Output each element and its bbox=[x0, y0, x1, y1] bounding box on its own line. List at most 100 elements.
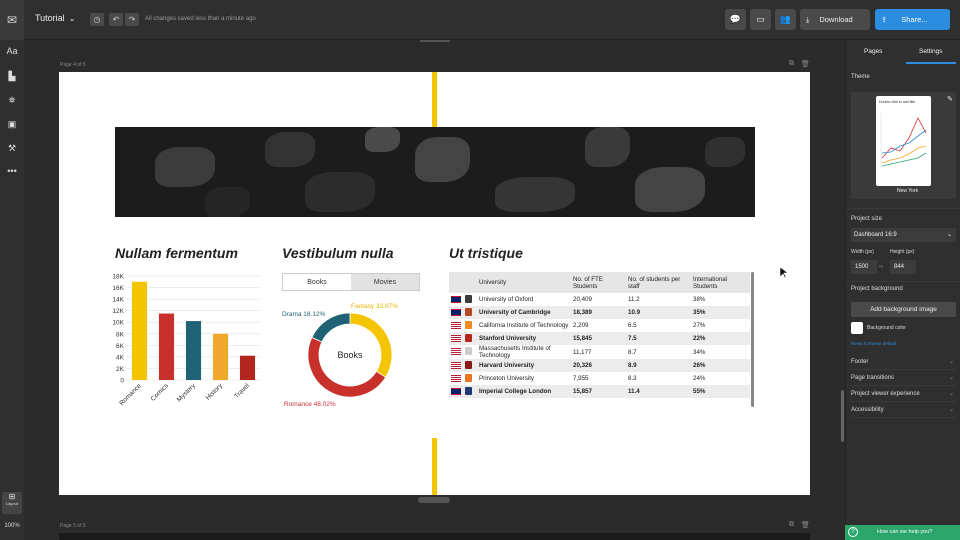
table-heading[interactable]: Ut tristique bbox=[449, 245, 523, 261]
map-tool-icon[interactable]: ⛯ bbox=[8, 95, 16, 105]
project-title-dropdown[interactable]: Tutorial ⌄ bbox=[35, 13, 75, 23]
page-resize-handle[interactable] bbox=[420, 40, 450, 42]
layout-button[interactable]: ⊞ Layout bbox=[2, 492, 22, 514]
cell-name: University of Oxford bbox=[479, 296, 534, 303]
table-row[interactable]: Massachusetts Institute of Technology 11,… bbox=[449, 345, 750, 359]
reset-theme-link[interactable]: Reset to theme default bbox=[851, 341, 897, 346]
row-icons bbox=[449, 345, 477, 359]
university-crest-icon bbox=[465, 347, 472, 355]
chevron-down-icon: ⌄ bbox=[948, 391, 954, 397]
page-bottom-handle[interactable] bbox=[418, 497, 450, 503]
help-button[interactable]: ? How can we help you? bbox=[845, 525, 960, 540]
zoom-level[interactable]: 100% bbox=[4, 523, 20, 529]
us-flag-icon bbox=[451, 361, 461, 369]
comment-icon[interactable]: 💬 bbox=[725, 9, 746, 30]
project-size-select[interactable]: Dashboard 16:9 ⌄ bbox=[851, 228, 956, 242]
university-table[interactable]: University No. of FTE Students No. of st… bbox=[449, 272, 750, 409]
bar-chart-heading[interactable]: Nullam fermentum bbox=[115, 245, 238, 261]
settings-panel: Pages Settings Theme Double-click to add… bbox=[841, 40, 960, 540]
next-slide-page[interactable] bbox=[59, 533, 810, 540]
bar-romance[interactable] bbox=[131, 281, 148, 380]
project-title: Tutorial bbox=[35, 13, 65, 23]
bar-comics[interactable] bbox=[158, 313, 175, 380]
table-row[interactable]: Princeton University 7,955 8.3 24% bbox=[449, 372, 750, 385]
table-row[interactable]: University of Cambridge 18,389 10.9 35% bbox=[449, 306, 750, 319]
tab-movies[interactable]: Movies bbox=[351, 274, 419, 290]
edit-theme-icon[interactable]: ✎ bbox=[947, 96, 953, 103]
bar-chart[interactable]: 0 2K 4K 6K 8K 10K 12K 14K 16K 18K Romance Comics Mys… bbox=[100, 270, 265, 420]
share-button[interactable]: ⇪ Share... bbox=[875, 9, 950, 30]
history-icon[interactable]: ◷ bbox=[90, 13, 104, 26]
undo-icon[interactable]: ↶ bbox=[109, 13, 123, 26]
table-row[interactable]: California Institute of Technology 2,209 6… bbox=[449, 319, 750, 332]
bar-travel[interactable] bbox=[239, 355, 256, 380]
theme-card[interactable]: Double-click to add title New York ✎ bbox=[851, 92, 956, 199]
y-tick-label: 6K bbox=[116, 343, 125, 350]
background-color-swatch[interactable] bbox=[851, 322, 863, 334]
left-toolbar: Aa ▙ ⛯ ▣ ⚒ ••• bbox=[0, 40, 24, 540]
cell-ratio: 8.7 bbox=[628, 348, 637, 356]
col-fte: No. of FTE Students bbox=[571, 272, 626, 293]
slice-fantasy[interactable] bbox=[349, 312, 393, 378]
height-input[interactable]: 844 bbox=[890, 260, 916, 274]
elements-tool-icon[interactable]: ⚒ bbox=[7, 143, 17, 153]
present-icon[interactable]: ▭ bbox=[750, 9, 771, 30]
table-row[interactable]: Harvard University 20,326 8.9 26% bbox=[449, 359, 750, 372]
tab-books[interactable]: Books bbox=[283, 274, 351, 290]
width-label: Width (px) bbox=[851, 249, 874, 255]
bar-mystery[interactable] bbox=[185, 321, 202, 380]
cell-intl: 35% bbox=[691, 306, 750, 319]
section-accessibility[interactable]: Accessibility ⌄ bbox=[851, 403, 956, 418]
page-label: Page 4 of 5 bbox=[60, 62, 86, 68]
slice-drama[interactable] bbox=[311, 312, 351, 343]
cell-fte: 11,177 bbox=[573, 348, 592, 356]
university-crest-icon bbox=[465, 360, 472, 369]
layout-grid-icon: ⊞ bbox=[8, 492, 16, 501]
table-row[interactable]: University of Oxford 20,409 11.2 38% bbox=[449, 293, 750, 306]
uk-flag-icon bbox=[451, 387, 461, 395]
cell-ratio: 6.5 bbox=[628, 322, 637, 329]
more-tools-icon[interactable]: ••• bbox=[7, 166, 17, 176]
chevron-down-icon: ⌄ bbox=[68, 14, 76, 23]
panel-scrollbar[interactable] bbox=[841, 390, 844, 442]
duplicate-page-icon[interactable]: ⧉ bbox=[789, 521, 794, 528]
width-input[interactable]: 1500 bbox=[851, 260, 877, 274]
us-flag-icon bbox=[451, 374, 461, 382]
tab-settings[interactable]: Settings bbox=[919, 48, 943, 55]
delete-page-icon[interactable]: 🗑 bbox=[801, 61, 810, 68]
donut-chart-heading[interactable]: Vestibulum nulla bbox=[282, 245, 394, 261]
romance-label: Romance 48.02% bbox=[284, 401, 336, 408]
banner-image[interactable] bbox=[115, 127, 755, 217]
table-row[interactable]: Imperial College London 15,857 11.4 55% bbox=[449, 385, 750, 398]
slice-romance[interactable] bbox=[307, 336, 387, 398]
image-tool-icon[interactable]: ▣ bbox=[7, 119, 17, 129]
x-tick-label: Romance bbox=[118, 382, 143, 407]
donut-chart[interactable]: Books Fantasy 33.87% Drama 18.12% Romanc… bbox=[278, 296, 428, 411]
y-tick-label: 12K bbox=[112, 308, 124, 315]
section-viewer-experience[interactable]: Project viewer experience ⌄ bbox=[851, 387, 956, 402]
cell-fte: 2,209 bbox=[573, 322, 589, 329]
app-logo-icon[interactable]: ✉ bbox=[0, 0, 24, 40]
redo-icon[interactable]: ↷ bbox=[125, 13, 139, 26]
cell-intl: 38% bbox=[693, 296, 706, 303]
link-icon[interactable]: ∞ bbox=[879, 264, 884, 270]
collaborators-icon[interactable]: 👥 bbox=[775, 9, 796, 30]
text-tool-icon[interactable]: Aa bbox=[6, 46, 18, 56]
table-scrollbar[interactable] bbox=[751, 272, 754, 407]
cell-intl: 55% bbox=[691, 385, 750, 398]
y-tick-label: 0 bbox=[120, 378, 124, 385]
delete-page-icon[interactable]: 🗑 bbox=[801, 522, 810, 529]
y-tick-label: 16K bbox=[112, 285, 124, 292]
download-label: Download bbox=[819, 15, 853, 24]
add-background-image-button[interactable]: Add background image bbox=[851, 302, 956, 317]
download-button[interactable]: ⤓ Download bbox=[800, 9, 870, 30]
charts-tool-icon[interactable]: ▙ bbox=[8, 71, 16, 81]
section-page-transitions[interactable]: Page transitions ⌄ bbox=[851, 371, 956, 386]
bar-history[interactable] bbox=[212, 333, 229, 380]
tab-pages[interactable]: Pages bbox=[864, 48, 883, 55]
section-footer[interactable]: Footer ⌄ bbox=[851, 355, 956, 370]
x-tick-label: Travel bbox=[233, 382, 251, 400]
cell-intl: 22% bbox=[691, 332, 750, 345]
table-row[interactable]: Stanford University 15,845 7.5 22% bbox=[449, 332, 750, 345]
duplicate-page-icon[interactable]: ⧉ bbox=[789, 60, 794, 67]
